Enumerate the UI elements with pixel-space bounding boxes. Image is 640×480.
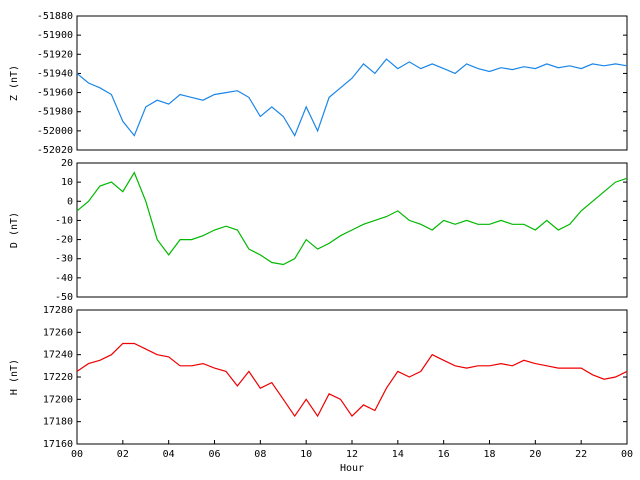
x-tick-label: 16 — [438, 449, 450, 460]
y-tick-label: -40 — [55, 273, 73, 284]
y-axis-label: Z (nT) — [9, 65, 20, 101]
data-line — [76, 342, 628, 418]
y-tick-label: -51880 — [37, 11, 73, 22]
x-tick-label: 12 — [346, 449, 358, 460]
y-tick-label: -51940 — [37, 68, 73, 79]
x-tick-label: 00 — [71, 449, 83, 460]
y-tick-label: -51980 — [37, 107, 73, 118]
x-axis-label: Hour — [340, 463, 364, 474]
y-tick-label: 17160 — [43, 439, 73, 450]
x-tick-label: 08 — [254, 449, 266, 460]
y-tick-label: -20 — [55, 235, 73, 246]
y-tick-label: -50 — [55, 292, 73, 303]
x-tick-label: 14 — [392, 449, 404, 460]
plot-frame — [76, 309, 628, 445]
plot-frame — [76, 15, 628, 151]
y-tick-label: -52000 — [37, 126, 73, 137]
y-tick-label: 17200 — [43, 394, 73, 405]
y-tick-label: 17280 — [43, 305, 73, 316]
plot-frame — [76, 162, 628, 298]
y-tick-label: -51960 — [37, 88, 73, 99]
x-tick-label: 10 — [300, 449, 312, 460]
x-tick-label: 20 — [529, 449, 541, 460]
y-tick-label: 17180 — [43, 417, 73, 428]
y-tick-label: 17260 — [43, 327, 73, 338]
y-tick-label: -51920 — [37, 49, 73, 60]
y-tick-label: 20 — [61, 158, 73, 169]
x-tick-label: 04 — [163, 449, 175, 460]
x-tick-label: 02 — [117, 449, 129, 460]
x-tick-label: 06 — [208, 449, 220, 460]
y-tick-label: -10 — [55, 215, 73, 226]
x-tick-label: 00 — [621, 449, 633, 460]
data-line — [76, 58, 628, 137]
y-tick-label: 17220 — [43, 372, 73, 383]
x-tick-label: 18 — [483, 449, 495, 460]
y-tick-label: -51900 — [37, 30, 73, 41]
y-axis-label: D (nT) — [9, 212, 20, 248]
y-tick-label: 17240 — [43, 350, 73, 361]
data-line — [76, 171, 628, 266]
y-tick-label: -30 — [55, 254, 73, 265]
y-tick-label: -52020 — [37, 145, 73, 156]
y-tick-label: 10 — [61, 177, 73, 188]
y-axis-label: H (nT) — [9, 359, 20, 395]
x-tick-label: 22 — [575, 449, 587, 460]
y-tick-label: 0 — [67, 196, 73, 207]
